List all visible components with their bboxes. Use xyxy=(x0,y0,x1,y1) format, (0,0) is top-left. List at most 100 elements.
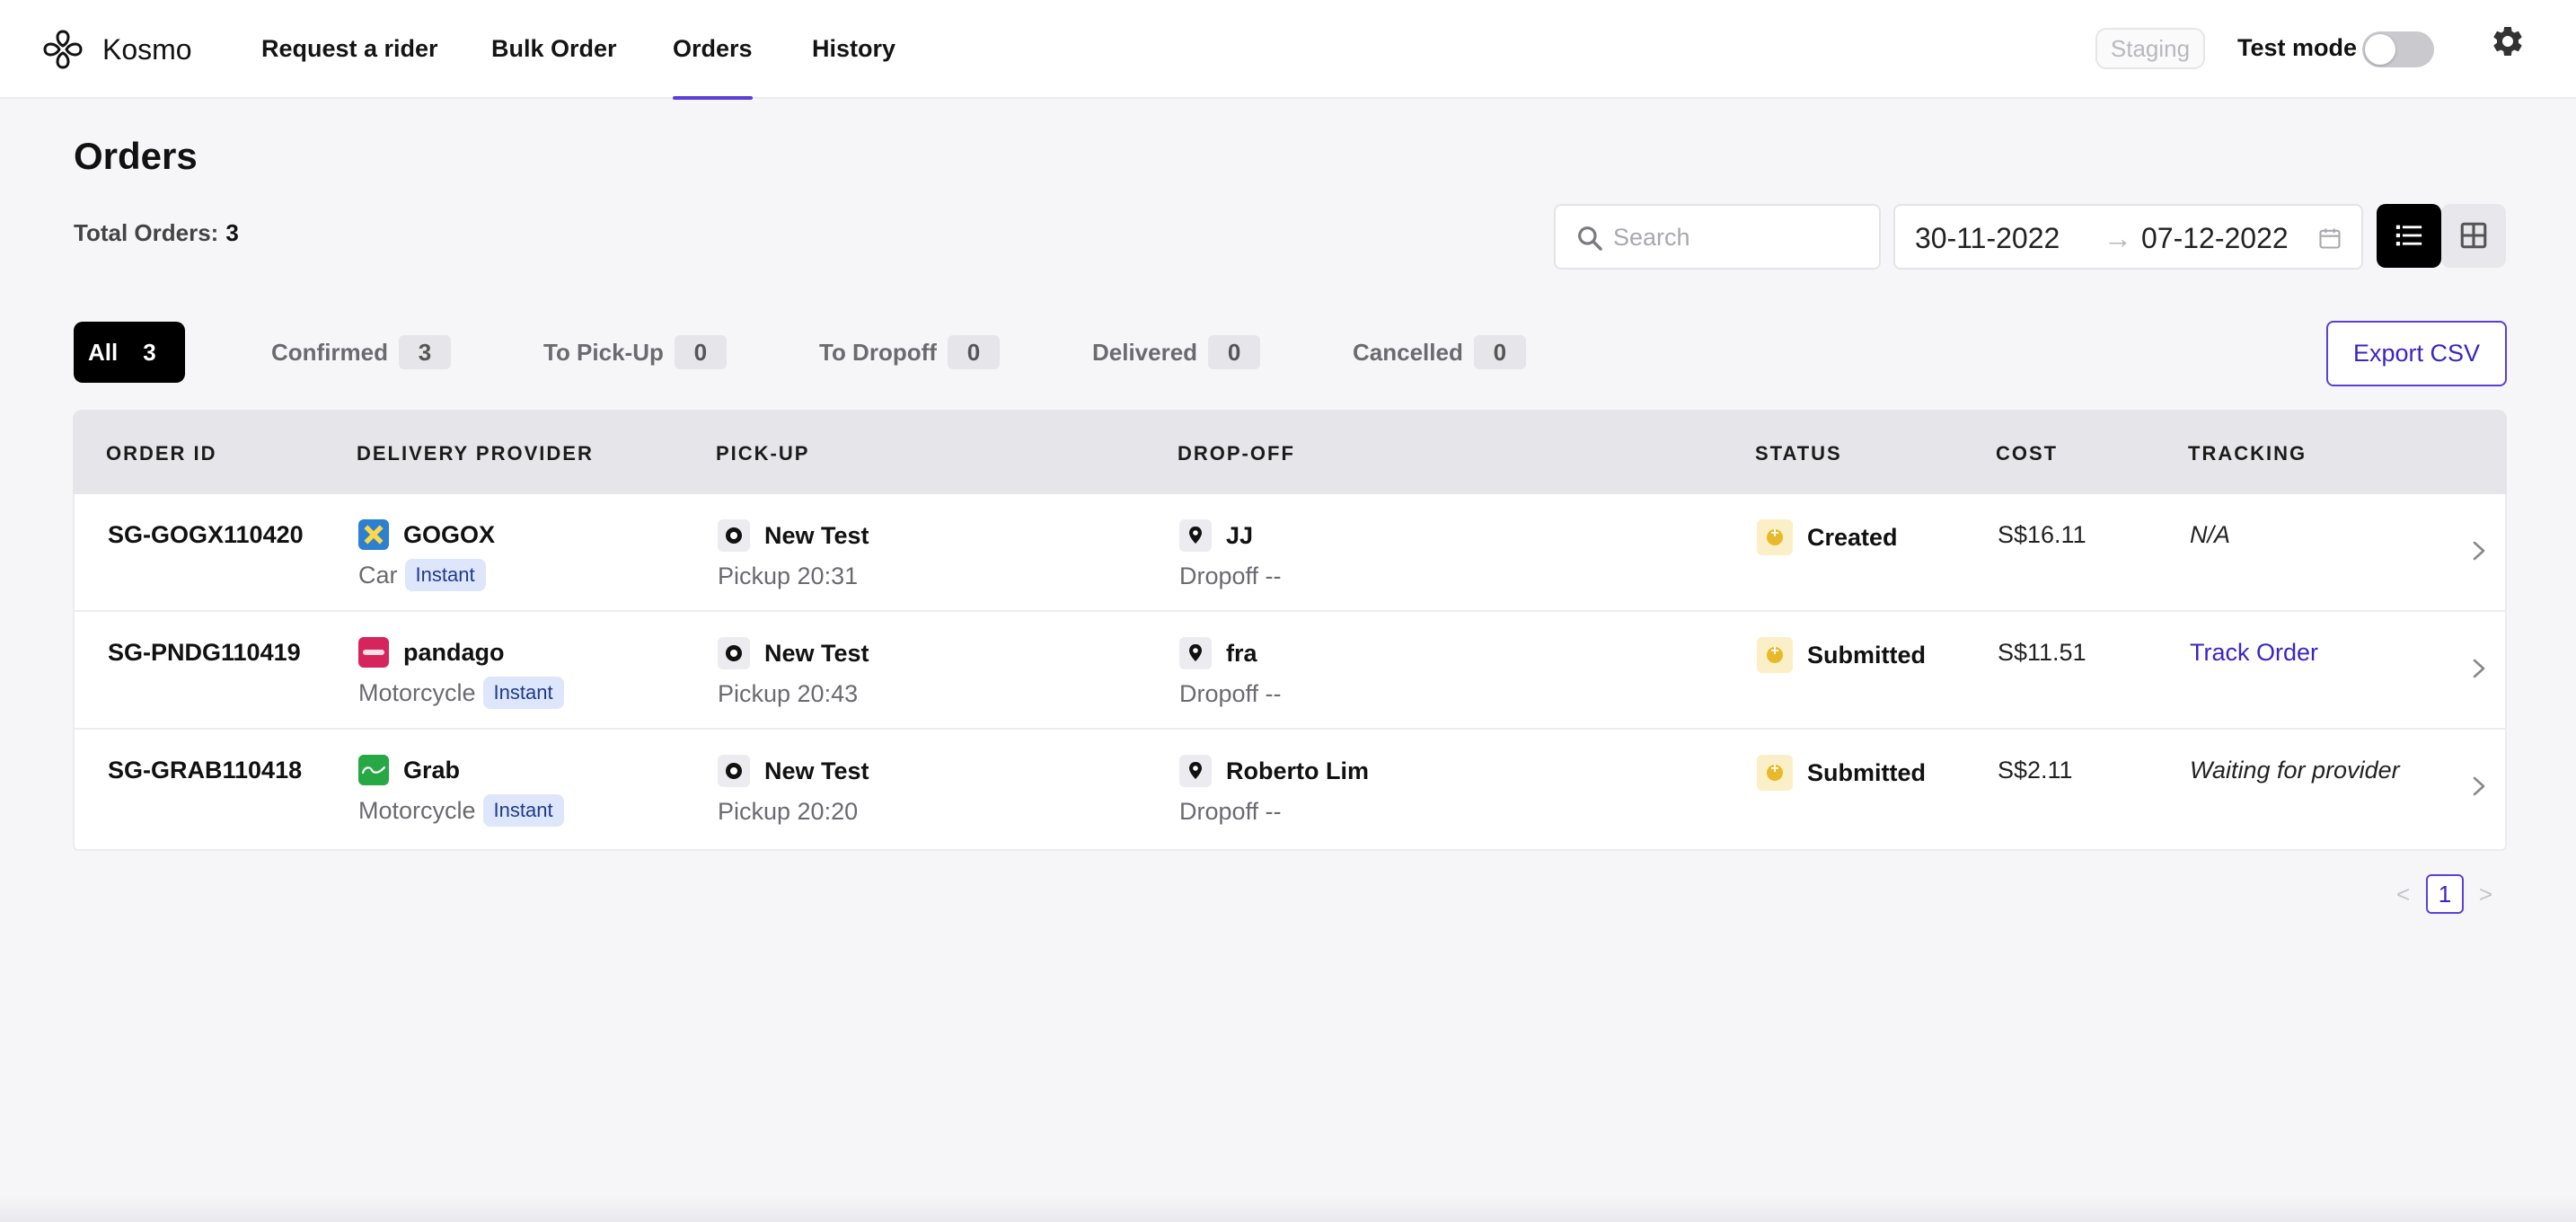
nav-history[interactable]: History xyxy=(812,35,896,62)
dropoff-cell: JJ Dropoff -- xyxy=(1179,519,1282,590)
nav-request-a-rider[interactable]: Request a rider xyxy=(261,35,438,62)
date-to[interactable]: 07-12-2022 xyxy=(2141,222,2289,254)
filter-count: 0 xyxy=(1473,335,1526,369)
pagination-prev-button[interactable]: < xyxy=(2396,881,2411,908)
filter-label: Cancelled xyxy=(1353,338,1463,366)
list-view-button[interactable] xyxy=(2377,204,2441,268)
pickup-time: Pickup 20:31 xyxy=(718,562,859,589)
gogox-logo-icon xyxy=(358,519,389,550)
table-row[interactable]: SG-GOGX110420 GOGOX Car Instant New Test… xyxy=(75,494,2505,612)
dropoff-name: Roberto Lim xyxy=(1226,757,1369,784)
total-orders: Total Orders: 3 xyxy=(74,219,239,247)
filter-tab-to-pick-up[interactable]: To Pick-Up 0 xyxy=(543,322,727,383)
dropoff-time: Dropoff -- xyxy=(1179,798,1282,825)
chevron-right-icon[interactable] xyxy=(2468,773,2490,800)
order-id[interactable]: SG-GOGX110420 xyxy=(108,521,304,548)
order-id[interactable]: SG-PNDG110419 xyxy=(108,639,301,666)
pagination-next-button[interactable]: > xyxy=(2479,881,2493,908)
map-pin-icon xyxy=(1179,519,1212,552)
pickup-cell: New Test Pickup 20:43 xyxy=(718,637,869,708)
test-mode-toggle[interactable] xyxy=(2362,31,2434,67)
grid-view-button[interactable] xyxy=(2441,204,2506,268)
filter-count: 3 xyxy=(143,339,156,366)
filter-label: To Pick-Up xyxy=(543,338,664,366)
page-title: Orders xyxy=(74,135,198,177)
search-input[interactable] xyxy=(1613,217,1865,258)
column-header-cost: COST xyxy=(1996,442,2059,465)
dropoff-time: Dropoff -- xyxy=(1179,562,1282,589)
order-id[interactable]: SG-GRAB110418 xyxy=(108,757,303,784)
dropoff-cell: fra Dropoff -- xyxy=(1179,637,1282,708)
filter-tab-cancelled[interactable]: Cancelled 0 xyxy=(1353,322,1526,383)
gear-icon[interactable] xyxy=(2490,23,2526,59)
vehicle-type: Motorcycle xyxy=(358,796,476,824)
pickup-name: New Test xyxy=(764,639,869,667)
date-range-arrow: → xyxy=(2104,222,2132,254)
status-text: Submitted xyxy=(1807,641,1926,669)
list-icon xyxy=(2395,225,2422,246)
nav-orders[interactable]: Orders xyxy=(673,0,753,100)
status-pending-icon xyxy=(1757,755,1793,791)
column-header-drop-off: DROP-OFF xyxy=(1178,442,1295,465)
calendar-icon xyxy=(2319,228,2341,249)
status-pending-icon xyxy=(1757,519,1793,555)
grid-icon xyxy=(2460,222,2487,249)
dropoff-cell: Roberto Lim Dropoff -- xyxy=(1179,755,1369,826)
column-header-tracking: TRACKING xyxy=(2188,442,2307,465)
pickup-name: New Test xyxy=(764,521,869,549)
search-icon xyxy=(1578,226,1602,251)
status-cell: Submitted xyxy=(1757,637,1926,673)
total-orders-label: Total Orders: xyxy=(74,219,219,246)
pickup-name: New Test xyxy=(764,757,869,784)
service-badge: Instant xyxy=(482,677,564,709)
test-mode-label: Test mode xyxy=(2237,34,2358,61)
date-range-picker[interactable]: 30-11-2022 → 07-12-2022 xyxy=(1893,204,2363,270)
orders-table-body: SG-GOGX110420 GOGOX Car Instant New Test… xyxy=(73,494,2507,851)
column-header-status: STATUS xyxy=(1755,442,1842,465)
kosmo-logo-icon xyxy=(43,30,83,69)
order-cost: S$2.11 xyxy=(1998,757,2073,784)
pickup-dot-icon xyxy=(718,637,750,669)
table-row[interactable]: SG-PNDG110419 pandago Motorcycle Instant… xyxy=(75,612,2505,730)
chevron-right-icon[interactable] xyxy=(2468,537,2490,564)
map-pin-icon xyxy=(1179,637,1212,669)
dropoff-time: Dropoff -- xyxy=(1179,680,1282,707)
search-box[interactable] xyxy=(1554,204,1881,270)
pickup-time: Pickup 20:43 xyxy=(718,680,859,707)
filter-count: 0 xyxy=(947,335,1000,369)
filter-tab-confirmed[interactable]: Confirmed 3 xyxy=(271,322,451,383)
pickup-dot-icon xyxy=(718,755,750,787)
date-from[interactable]: 30-11-2022 xyxy=(1915,222,2060,254)
pagination-page-current[interactable]: 1 xyxy=(2426,874,2464,914)
delivery-provider: Grab Motorcycle Instant xyxy=(358,755,564,827)
status-pending-icon xyxy=(1757,637,1793,673)
brand[interactable]: Kosmo xyxy=(40,25,192,74)
provider-name: GOGOX xyxy=(403,520,496,548)
table-row[interactable]: SG-GRAB110418 Grab Motorcycle Instant Ne… xyxy=(75,730,2505,847)
export-csv-button[interactable]: Export CSV xyxy=(2326,321,2507,386)
filter-label: Confirmed xyxy=(271,338,388,366)
chevron-right-icon[interactable] xyxy=(2468,655,2490,682)
delivery-provider: GOGOX Car Instant xyxy=(358,519,495,591)
brand-name: Kosmo xyxy=(102,32,192,66)
column-header-delivery-provider: DELIVERY PROVIDER xyxy=(357,442,594,465)
nav-bulk-order[interactable]: Bulk Order xyxy=(491,35,617,62)
provider-name: Grab xyxy=(403,756,461,784)
environment-badge: Staging xyxy=(2095,28,2205,69)
pandago-logo-icon xyxy=(358,637,389,668)
provider-name: pandago xyxy=(403,638,505,666)
column-header-order-id: ORDER ID xyxy=(106,442,217,465)
service-badge: Instant xyxy=(482,794,564,827)
status-cell: Submitted xyxy=(1757,755,1926,791)
track-order-link[interactable]: Track Order xyxy=(2190,639,2319,666)
filter-tab-to-dropoff[interactable]: To Dropoff 0 xyxy=(819,322,1000,383)
status-cell: Created xyxy=(1757,519,1898,555)
filter-count: 0 xyxy=(1208,335,1261,369)
pickup-time: Pickup 20:20 xyxy=(718,798,859,825)
filter-label: To Dropoff xyxy=(819,338,937,366)
filter-tab-all[interactable]: All 3 xyxy=(74,322,185,383)
tracking-text: Waiting for provider xyxy=(2190,757,2400,784)
filter-tab-delivered[interactable]: Delivered 0 xyxy=(1092,322,1261,383)
status-text: Created xyxy=(1807,523,1898,551)
dropoff-name: JJ xyxy=(1226,521,1254,549)
